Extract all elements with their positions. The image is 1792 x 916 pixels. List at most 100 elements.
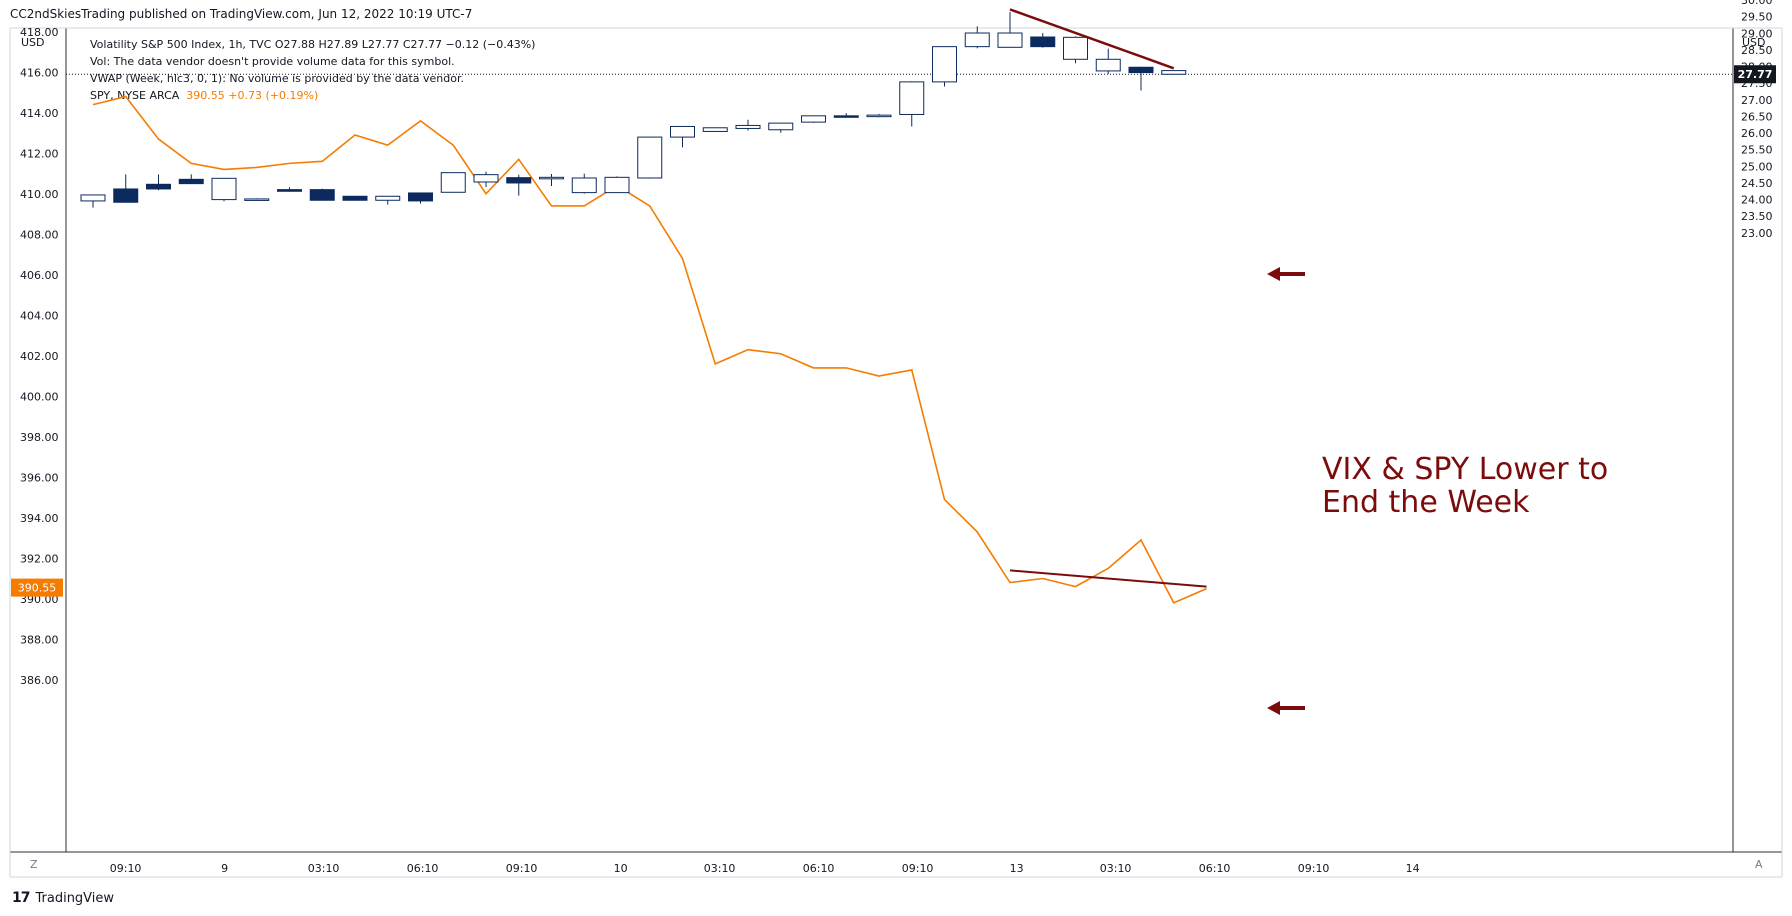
vix-candle (113, 174, 139, 203)
time-label: 06:10 (1199, 862, 1231, 875)
vix-candle (408, 192, 433, 204)
spy-line (92, 95, 1207, 604)
legend-spy-name: SPY, NYSE ARCA (90, 89, 180, 102)
vix-candle (1161, 70, 1187, 75)
time-label: 09:10 (506, 862, 538, 875)
vix-candle (244, 198, 270, 201)
a-button[interactable]: A (1755, 858, 1763, 871)
time-label-day: 14 (1406, 862, 1420, 875)
vix-candle (440, 172, 466, 193)
candle-body (571, 177, 597, 194)
vix-candle (801, 115, 826, 123)
right-tick-label: 29.50 (1741, 11, 1773, 24)
right-tick-label: 23.00 (1741, 227, 1773, 240)
left-tick-label: 410.00 (20, 188, 59, 201)
left-currency-label: USD (21, 36, 45, 49)
candle-body (113, 188, 139, 203)
candle-body (899, 81, 925, 115)
candle-body (735, 124, 761, 129)
candle-body (637, 136, 663, 179)
left-tick-label: 392.00 (20, 552, 59, 565)
legend: Volatility S&P 500 Index, 1h, TVC O27.88… (90, 36, 535, 104)
vix-candle (342, 195, 368, 201)
vix-candle (473, 171, 499, 187)
left-tick-label: 412.00 (20, 147, 59, 160)
legend-spy: SPY, NYSE ARCA 390.55 +0.73 (+0.19%) (90, 87, 535, 104)
left-tick-label: 406.00 (20, 269, 59, 282)
vix-candle (539, 173, 564, 186)
arrow-left-icon-upper (1267, 267, 1305, 281)
vix-candle (506, 174, 532, 196)
left-tick-label: 386.00 (20, 674, 59, 687)
vix-candle (899, 81, 925, 127)
vix-candle (637, 136, 663, 179)
right-tick-label: 24.50 (1741, 177, 1773, 190)
left-tick-label: 390.00 (20, 593, 59, 606)
vix-candle (178, 174, 204, 185)
vix-candle (932, 46, 957, 87)
candle-body (211, 177, 237, 201)
candle-body (178, 178, 204, 185)
candle-body (309, 189, 335, 201)
vix-candle (146, 174, 171, 191)
candle-body (146, 183, 171, 190)
right-tick-label: 27.50 (1741, 77, 1773, 90)
right-currency-label: USD (1742, 36, 1766, 49)
left-tick-label: 396.00 (20, 471, 59, 484)
time-label: 09:10 (902, 862, 934, 875)
arrow-left-icon-lower (1267, 701, 1305, 715)
time-label-day: 10 (614, 862, 628, 875)
vix-candle (670, 125, 695, 148)
right-tick-label: 24.00 (1741, 194, 1773, 207)
right-tick-label: 28.00 (1741, 61, 1773, 74)
trendline-vix (1009, 8, 1175, 70)
vix-candle (571, 173, 597, 194)
candle-body (801, 115, 826, 123)
vix-candle (866, 113, 892, 118)
spy-price-label: 390.55 (18, 582, 57, 595)
time-label: 03:10 (704, 862, 736, 875)
footer-brand: TradingView (35, 890, 115, 906)
candle-body (244, 198, 270, 201)
annotation-text: VIX & SPY Lower to End the Week (1322, 452, 1609, 520)
time-label-day: 13 (1010, 862, 1024, 875)
vix-candle (964, 26, 990, 49)
left-tick-label: 402.00 (20, 350, 59, 363)
candle-body (604, 176, 630, 194)
vix-candle (768, 122, 794, 133)
candle-body (997, 32, 1023, 48)
left-tick-label: 408.00 (20, 228, 59, 241)
time-label: 09:10 (1298, 862, 1330, 875)
right-tick-label: 26.50 (1741, 110, 1773, 123)
candle-body (440, 172, 466, 193)
right-tick-label: 27.00 (1741, 94, 1773, 107)
arrows (1267, 267, 1305, 715)
candle-body (539, 176, 564, 180)
candle-body (408, 192, 433, 202)
legend-vix: Volatility S&P 500 Index, 1h, TVC O27.88… (90, 38, 536, 51)
left-price-axis: 418.00416.00414.00412.00410.00408.00406.… (20, 26, 59, 687)
candle-body (342, 195, 368, 201)
spy-line-series (66, 73, 1733, 604)
vix-candle (1030, 33, 1056, 48)
vix-candle (604, 176, 630, 194)
vix-candle (997, 12, 1023, 48)
arrow-head (1267, 267, 1280, 281)
right-tick-label: 30.00 (1741, 0, 1773, 7)
candle-body (1030, 36, 1056, 48)
vix-candle (277, 187, 302, 192)
vix-candle (1095, 48, 1121, 74)
right-tick-label: 23.50 (1741, 210, 1773, 223)
trendlines (1009, 8, 1207, 588)
time-label: 03:10 (308, 862, 340, 875)
legend-vol: Vol: The data vendor doesn't provide vol… (90, 55, 455, 68)
vix-candle (375, 195, 401, 205)
candle-body (277, 189, 302, 192)
left-tick-label: 398.00 (20, 431, 59, 444)
z-button[interactable]: Z (30, 858, 38, 871)
left-tick-label: 404.00 (20, 309, 59, 322)
legend-vwap: VWAP (Week, hlc3, 0, 1): No volume is pr… (90, 72, 464, 85)
left-tick-label: 416.00 (20, 66, 59, 79)
arrow-head (1267, 701, 1280, 715)
time-label-day: 9 (221, 862, 228, 875)
